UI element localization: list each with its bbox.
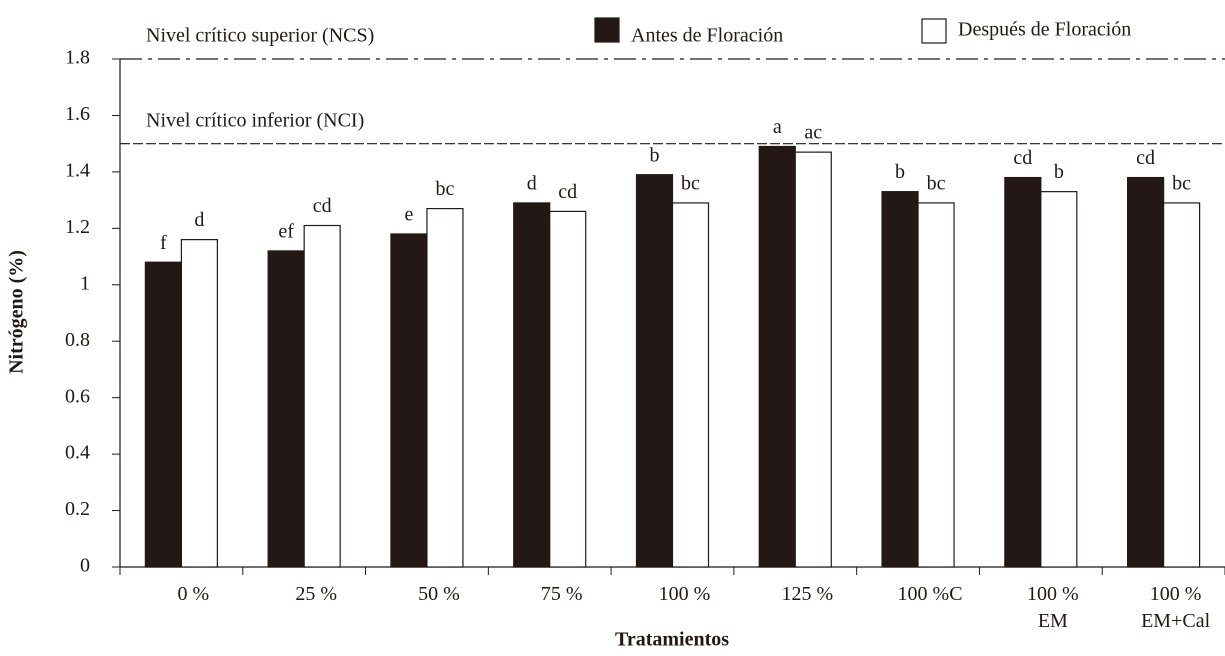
- bar: [1040, 191, 1078, 568]
- bar: [1004, 176, 1042, 568]
- x-tick-label-line: 25 %: [295, 583, 337, 605]
- bar: [426, 207, 464, 568]
- bar: [671, 202, 710, 568]
- bar: [1163, 202, 1201, 568]
- x-tick-label-line: 100 %: [659, 583, 711, 605]
- bar: [794, 151, 832, 568]
- bar: [180, 239, 218, 568]
- y-tick-label: 1.8: [65, 47, 90, 69]
- bar-letter: f: [160, 232, 167, 254]
- x-tick-label-line: 100 %: [1150, 583, 1202, 605]
- reference-label: Nivel crítico superior (NCS): [146, 25, 374, 47]
- bar-letter: bc: [1172, 173, 1191, 195]
- y-tick-label: 1.2: [65, 216, 90, 238]
- y-tick-label: 1.4: [65, 159, 90, 181]
- x-tick-label: 100 %: [659, 583, 711, 605]
- x-tick-label: 125 %: [781, 583, 833, 605]
- bar: [390, 233, 428, 568]
- bar: [513, 202, 551, 568]
- x-axis-label: Tratamientos: [615, 629, 729, 651]
- x-tick-label: 100 %C: [898, 583, 963, 605]
- x-tick-label-line: 50 %: [418, 583, 460, 605]
- bar-letter: cd: [313, 195, 332, 217]
- bar-letter: ef: [278, 221, 294, 243]
- bar-letter: d: [194, 209, 204, 231]
- legend-label: Después de Floración: [958, 19, 1131, 41]
- legend-label: Antes de Floración: [631, 25, 783, 47]
- bar-letter: bc: [435, 178, 454, 200]
- x-tick-label: 25 %: [295, 583, 337, 605]
- bar: [144, 261, 182, 568]
- x-tick-label-line: 75 %: [541, 583, 583, 605]
- bar-letter: cd: [1136, 147, 1155, 169]
- bar-letter: ac: [804, 122, 822, 144]
- y-tick-label: 0.8: [65, 329, 90, 351]
- x-tick-label: 100 % EM+Cal: [1141, 583, 1210, 632]
- y-tick-label: 0.4: [65, 442, 90, 464]
- x-tick-label-line: EM: [1038, 610, 1068, 632]
- bar-letter: cd: [1013, 147, 1032, 169]
- x-tick-label-line: 100 %: [1027, 583, 1079, 605]
- bar: [917, 202, 955, 568]
- y-tick-label: 1.6: [65, 103, 90, 125]
- legend-swatch: [921, 18, 947, 44]
- bar: [1127, 176, 1165, 568]
- x-tick-label-line: 125 %: [781, 583, 833, 605]
- bar: [635, 174, 674, 568]
- bar: [881, 191, 919, 568]
- bar: [303, 224, 341, 568]
- y-tick-label: 0.6: [65, 385, 90, 407]
- bar: [549, 210, 587, 568]
- x-tick-label: 0 %: [178, 583, 210, 605]
- x-tick-label-line: 100 %C: [898, 583, 963, 605]
- x-tick-label-line: EM+Cal: [1141, 610, 1210, 632]
- y-tick-label: 1: [80, 272, 90, 294]
- bar: [758, 145, 796, 568]
- y-tick-label: 0: [80, 555, 90, 577]
- y-axis-label: Nitrógeno (%): [6, 250, 28, 374]
- reference-label: Nivel crítico inferior (NCI): [146, 109, 364, 131]
- bar-letter: a: [773, 116, 782, 138]
- bar-letter: d: [527, 173, 537, 195]
- x-tick-label: 75 %: [541, 583, 583, 605]
- legend-swatch: [594, 17, 620, 43]
- bar-letter: b: [895, 161, 905, 183]
- y-tick-label: 0.2: [65, 498, 90, 520]
- bar-letter: b: [650, 144, 660, 166]
- bar-letter: bc: [681, 173, 700, 195]
- bar-letter: e: [404, 204, 413, 226]
- bar: [267, 250, 305, 568]
- bar-letter: bc: [927, 173, 946, 195]
- x-tick-label: 100 % EM: [1027, 583, 1079, 632]
- bar-letter: cd: [558, 181, 577, 203]
- x-tick-label: 50 %: [418, 583, 460, 605]
- x-tick-label-line: 0 %: [178, 583, 210, 605]
- bar-letter: b: [1054, 161, 1064, 183]
